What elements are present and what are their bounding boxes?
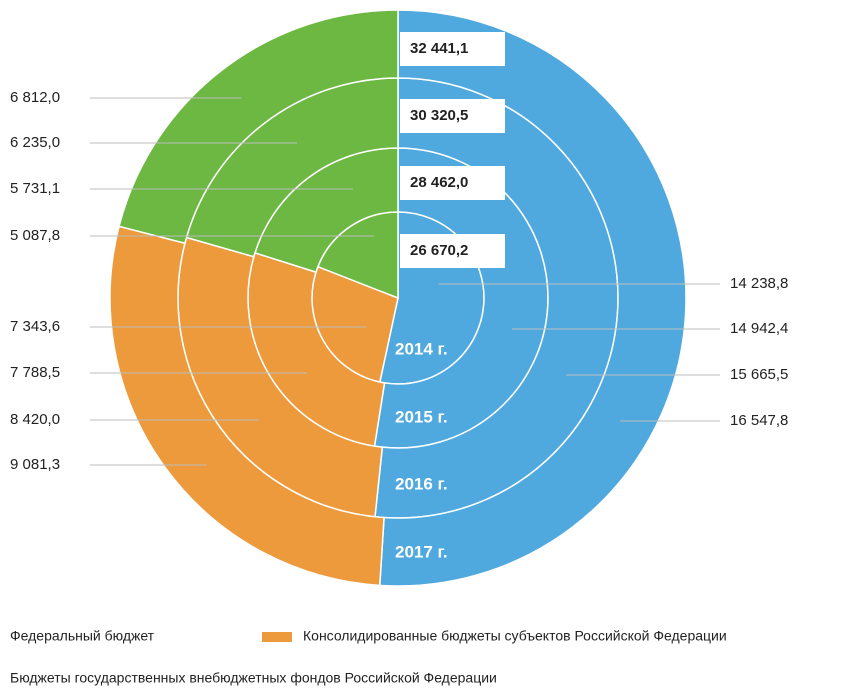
total-label: 32 441,1	[410, 40, 468, 57]
value-label: 14 238,8	[730, 275, 788, 292]
ring-label: 2017 г.	[395, 542, 448, 561]
legend-label: Консолидированные бюджеты субъектов Росс…	[303, 628, 727, 644]
value-label: 9 081,3	[10, 456, 60, 473]
value-label: 16 547,8	[730, 412, 788, 429]
legend-swatch	[262, 632, 292, 642]
total-box	[400, 99, 505, 133]
value-label: 7 788,5	[10, 364, 60, 381]
value-label: 14 942,4	[730, 320, 788, 337]
legend-label: Федеральный бюджет	[10, 628, 155, 644]
total-box	[400, 166, 505, 200]
value-label: 6 812,0	[10, 89, 60, 106]
ring-label: 2014 г.	[395, 339, 448, 358]
legend-label: Бюджеты государственных внебюджетных фон…	[10, 670, 497, 686]
total-label: 28 462,0	[410, 174, 468, 191]
ring-label: 2016 г.	[395, 474, 448, 493]
value-label: 8 420,0	[10, 411, 60, 428]
total-label: 26 670,2	[410, 242, 468, 259]
ring-label: 2015 г.	[395, 407, 448, 426]
total-label: 30 320,5	[410, 107, 468, 124]
value-label: 15 665,5	[730, 366, 788, 383]
total-box	[400, 32, 505, 66]
ring-segment	[378, 9, 687, 587]
value-label: 6 235,0	[10, 134, 60, 151]
value-label: 5 731,1	[10, 180, 60, 197]
total-box	[400, 234, 505, 268]
ring-segment	[118, 9, 399, 245]
value-label: 5 087,8	[10, 227, 60, 244]
value-label: 7 343,6	[10, 318, 60, 335]
